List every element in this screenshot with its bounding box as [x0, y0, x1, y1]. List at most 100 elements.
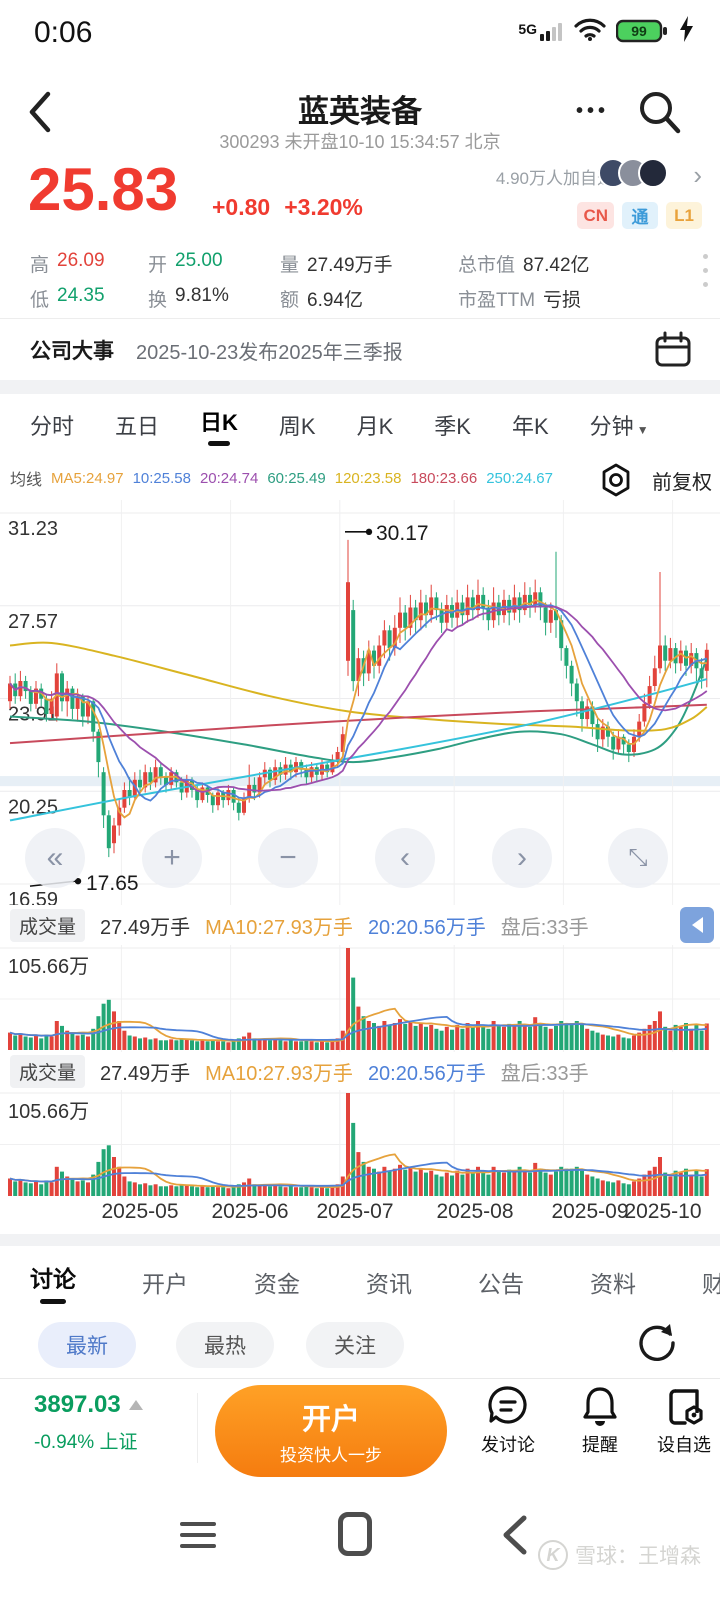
content-tabs: 讨论 开户 资金 资讯 公告 资料 财	[0, 1246, 720, 1318]
stat-open: 开 25.00	[148, 250, 223, 276]
index-change: -0.94% 上证	[34, 1432, 138, 1453]
company-event-row[interactable]: 公司大事 2025-10-23发布2025年三季报	[0, 318, 720, 380]
svg-text:17.65: 17.65	[86, 872, 139, 895]
volume-indicator-chip[interactable]: 成交量	[10, 908, 86, 942]
x-tick: 2025-09	[551, 1200, 629, 1223]
open-account-button[interactable]: 开户 投资快人一步	[215, 1385, 447, 1477]
tab-announcements[interactable]: 公告	[478, 1271, 524, 1297]
section-divider	[0, 380, 720, 394]
tab-daily-k[interactable]: 日K	[200, 405, 238, 446]
volume-chart-2[interactable]: 105.66万	[0, 1090, 720, 1198]
tab-news[interactable]: 资讯	[366, 1271, 412, 1297]
stat-volume: 量 27.49万手	[280, 255, 393, 276]
chart-fullscreen-button[interactable]: ⤡	[608, 828, 668, 888]
x-tick: 2025-07	[316, 1200, 394, 1223]
post-discussion-button[interactable]: 发讨论	[470, 1383, 546, 1457]
tab-open-account[interactable]: 开户	[142, 1271, 188, 1297]
filter-latest[interactable]: 最新	[38, 1322, 136, 1368]
home-icon[interactable]	[338, 1512, 372, 1556]
chart-zoom-in-button[interactable]: +	[142, 828, 202, 888]
followers-count[interactable]: 4.90万人加自选	[495, 169, 614, 188]
volume-indicator-chip[interactable]: 成交量	[10, 1054, 86, 1088]
svg-text:27.57: 27.57	[8, 611, 58, 633]
tab-yearly-k[interactable]: 年K	[511, 414, 549, 439]
more-stats-icon[interactable]	[703, 254, 708, 287]
avatar	[638, 158, 668, 188]
chart-zoom-out-button[interactable]: −	[258, 828, 318, 888]
tab-weekly-k[interactable]: 周K	[278, 414, 316, 439]
tab-minutes-dropdown[interactable]: 分钟 ▼	[589, 414, 649, 439]
triangle-left-icon	[691, 917, 703, 933]
bottom-action-bar: 3897.03 -0.94% 上证 开户 投资快人一步 发讨论 提醒 设自选	[0, 1378, 720, 1488]
volume-header-2: 成交量 27.49万手 MA10:27.93万手 20:20.56万手 盘后:3…	[0, 1052, 720, 1090]
svg-text:105.66万: 105.66万	[8, 1101, 89, 1123]
chart-pan-right-button[interactable]: ›	[492, 828, 552, 888]
tab-quarterly-k[interactable]: 季K	[434, 414, 471, 439]
search-icon[interactable]	[636, 88, 682, 141]
x-tick: 2025-05	[101, 1200, 179, 1223]
svg-text:30.17: 30.17	[376, 522, 429, 545]
badge-tong: 通	[622, 202, 658, 229]
x-tick: 2025-08	[436, 1200, 514, 1223]
volume-ma20: 20:20.56万手	[367, 916, 486, 939]
more-icon[interactable]: •••	[576, 100, 610, 122]
recents-icon[interactable]	[180, 1522, 216, 1548]
header: 蓝英装备 300293 未开盘10-10 15:34:57 北京 •••	[0, 60, 720, 158]
ma120-value: 120:23.58	[334, 469, 402, 487]
quote-stats: 高 26.09 开 25.00 量 27.49万手 总市值 87.42亿 低 24.35 …	[0, 248, 720, 318]
volume-value: 27.49万手	[100, 916, 191, 939]
stat-turnover: 换 9.81%	[148, 285, 229, 311]
stock-status-line: 300293 未开盘10-10 15:34:57 北京	[219, 132, 501, 152]
alert-button[interactable]: 提醒	[562, 1383, 638, 1457]
x-tick: 2025-06	[211, 1200, 289, 1223]
wifi-icon	[574, 17, 606, 46]
svg-text:105.66万: 105.66万	[8, 956, 89, 978]
last-price: 25.83	[28, 156, 179, 223]
x-axis-labels: 2025-05 2025-06 2025-07 2025-08 2025-09 …	[0, 1200, 720, 1234]
back-icon[interactable]	[26, 90, 54, 139]
watchlist-device-icon	[646, 1383, 720, 1429]
volume-ma10: MA10:27.93万手	[205, 1062, 353, 1085]
volume-chart[interactable]: 105.66万	[0, 945, 720, 1052]
stat-pe: 市盈TTM 亏损	[458, 290, 582, 311]
add-watchlist-button[interactable]: 设自选	[646, 1383, 720, 1457]
chart-pan-left-button[interactable]: ‹	[375, 828, 435, 888]
index-quote[interactable]: 3897.03	[34, 1391, 143, 1419]
period-tabs: 分时 五日 日K 周K 月K 季K 年K 分钟 ▼	[0, 394, 720, 456]
tab-minute-line[interactable]: 分时	[30, 414, 75, 439]
refresh-icon[interactable]	[634, 1320, 680, 1371]
ma180-value: 180:23.66	[410, 469, 478, 487]
chart-nav-buttons: « + − ‹ › ⤡	[0, 828, 720, 888]
stat-high: 高 26.09	[30, 250, 105, 276]
chart-rewind-button[interactable]: «	[25, 828, 85, 888]
calendar-icon[interactable]	[654, 331, 692, 374]
volume-ma10: MA10:27.93万手	[205, 916, 353, 939]
stat-marketcap: 总市值 87.42亿	[458, 255, 590, 276]
tab-funds[interactable]: 资金	[254, 1271, 300, 1297]
follower-avatars[interactable]	[598, 158, 668, 188]
tab-five-day[interactable]: 五日	[115, 414, 160, 439]
android-nav-bar	[0, 1488, 720, 1600]
filter-hottest[interactable]: 最热	[176, 1322, 274, 1368]
tab-discussion[interactable]: 讨论	[30, 1260, 76, 1304]
filter-following[interactable]: 关注	[306, 1322, 404, 1368]
watermark: K 雪球：王增森	[538, 1540, 701, 1570]
after-hours-volume: 盘后:33手	[500, 916, 589, 939]
tab-profile[interactable]: 资料	[590, 1271, 636, 1297]
volume-ma20: 20:20.56万手	[367, 1062, 486, 1085]
ma250-value: 250:24.67	[486, 469, 553, 487]
xueqiu-logo-icon: K	[538, 1540, 568, 1570]
tab-monthly-k[interactable]: 月K	[356, 414, 394, 439]
chart-settings-icon[interactable]	[598, 462, 634, 503]
tab-financials-partial[interactable]: 财	[702, 1271, 720, 1297]
chevron-right-icon[interactable]: ›	[693, 160, 702, 190]
discussion-filters: 最新 最热 关注	[0, 1318, 720, 1378]
event-text: 2025-10-23发布2025年三季报	[136, 342, 403, 364]
adjust-mode-label[interactable]: 前复权	[652, 472, 712, 494]
stat-low: 低 24.35	[30, 285, 105, 311]
collapse-panel-button[interactable]	[680, 907, 714, 943]
volume-header: 成交量 27.49万手 MA10:27.93万手 20:20.56万手 盘后:3…	[0, 905, 720, 945]
back-nav-icon[interactable]	[500, 1512, 530, 1563]
